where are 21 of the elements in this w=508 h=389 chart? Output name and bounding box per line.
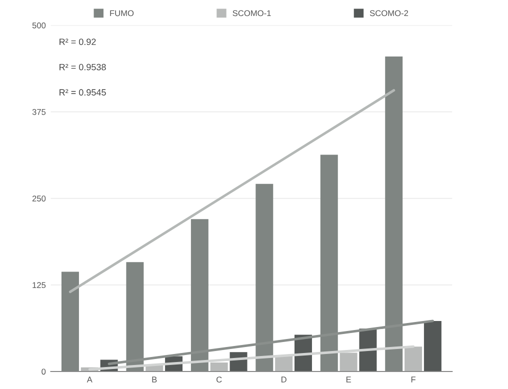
annotation: R² = 0.92 (60, 38, 96, 46)
bar (424, 320, 442, 372)
x-tick-label: D (282, 376, 286, 382)
bar (404, 346, 422, 372)
x-tick-label: F (411, 376, 416, 382)
y-tick-label: 125 (32, 282, 46, 288)
annotation: R² = 0.9545 (60, 89, 106, 96)
bar (340, 352, 358, 372)
y-tick-label: 0 (42, 368, 46, 375)
annotation: R² = 0.9538 (60, 64, 106, 70)
legend-label: SCOMO-2 (370, 10, 408, 16)
y-tick-label: 250 (32, 196, 46, 202)
y-tick-label: 500 (32, 22, 46, 28)
x-tick-label: C (216, 376, 222, 382)
legend-label: SCOMO-1 (232, 10, 271, 16)
y-tick-label: 375 (32, 109, 46, 115)
x-tick-label: B (152, 376, 157, 382)
x-tick-label: A (86, 376, 92, 382)
bar (210, 362, 228, 372)
x-tick-label: E (346, 376, 351, 382)
legend-label: FUMO (110, 10, 134, 16)
